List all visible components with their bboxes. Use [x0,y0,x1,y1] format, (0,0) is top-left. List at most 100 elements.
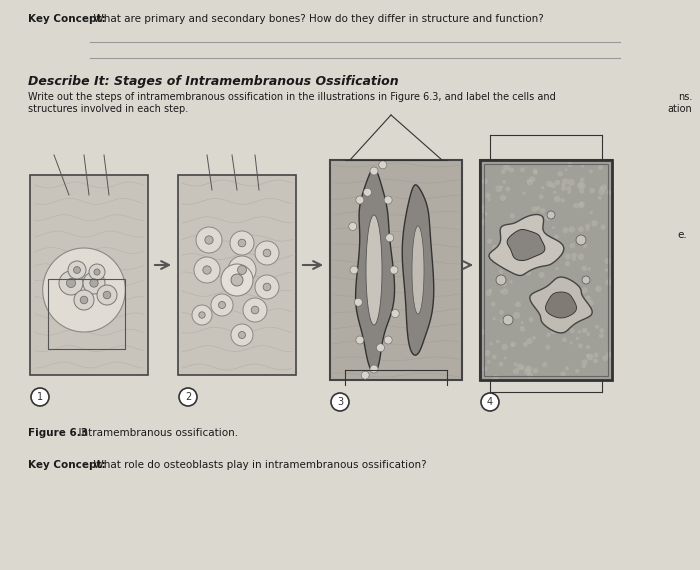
Circle shape [521,321,524,324]
Bar [178,175,296,375]
Circle shape [578,254,584,260]
Circle shape [531,225,536,230]
Text: 2: 2 [185,392,191,402]
Circle shape [573,203,579,209]
Circle shape [68,261,86,279]
Circle shape [561,183,565,186]
Circle shape [540,208,545,213]
Circle shape [586,354,589,357]
Circle shape [538,194,544,199]
Circle shape [237,266,246,275]
Circle shape [568,226,575,233]
Circle shape [540,218,545,222]
Circle shape [533,170,538,175]
Circle shape [492,355,497,359]
Circle shape [587,300,594,306]
Circle shape [564,168,568,172]
Circle shape [536,206,540,211]
Circle shape [501,282,507,287]
Circle shape [554,196,561,202]
Circle shape [552,226,555,229]
Circle shape [541,186,545,189]
Circle shape [570,243,575,249]
Circle shape [356,336,364,344]
Circle shape [489,342,493,345]
Circle shape [356,196,364,204]
Circle shape [586,227,589,231]
Circle shape [595,325,599,329]
Circle shape [74,267,80,274]
Circle shape [582,314,588,320]
Circle shape [218,302,225,308]
Circle shape [524,368,531,375]
Circle shape [547,290,553,296]
Circle shape [370,365,378,373]
Circle shape [589,211,593,214]
Bar [480,160,612,380]
Circle shape [553,190,556,194]
Circle shape [94,269,100,275]
Circle shape [575,369,580,373]
Circle shape [586,345,590,349]
Circle shape [598,188,606,195]
Circle shape [527,228,531,232]
Circle shape [66,278,76,287]
Circle shape [231,274,243,286]
Circle shape [531,206,537,211]
Circle shape [558,297,563,302]
Circle shape [493,375,498,381]
Circle shape [546,181,552,187]
Text: Describe It: Stages of Intramembranous Ossification: Describe It: Stages of Intramembranous O… [28,75,398,88]
Circle shape [545,214,552,221]
Circle shape [482,210,486,213]
Circle shape [533,300,540,306]
Circle shape [550,253,555,258]
Circle shape [515,302,521,307]
Circle shape [489,288,492,292]
Text: Key Concept:: Key Concept: [28,460,106,470]
Circle shape [529,298,533,302]
Circle shape [203,266,211,274]
Circle shape [569,286,573,290]
Circle shape [491,302,496,307]
Circle shape [509,168,514,173]
Circle shape [505,186,510,192]
Polygon shape [412,226,424,314]
Circle shape [555,307,560,311]
Circle shape [529,176,536,182]
Circle shape [555,180,560,185]
Circle shape [90,279,98,287]
Ellipse shape [43,248,125,332]
Circle shape [97,285,117,305]
Circle shape [221,264,253,296]
Text: Intramembranous ossification.: Intramembranous ossification. [72,428,238,438]
Circle shape [554,234,559,239]
Circle shape [574,295,580,302]
Circle shape [521,366,525,370]
Circle shape [59,271,83,295]
Circle shape [350,266,358,274]
Circle shape [561,371,566,377]
Circle shape [595,286,601,292]
Circle shape [570,341,573,345]
Circle shape [572,257,576,261]
Polygon shape [507,230,545,260]
Circle shape [482,178,488,185]
Circle shape [480,329,486,335]
Circle shape [562,227,568,233]
Circle shape [503,164,510,171]
Circle shape [331,393,349,411]
Circle shape [516,233,520,236]
Circle shape [582,328,587,333]
Circle shape [592,220,598,226]
Circle shape [505,225,510,231]
Circle shape [562,304,568,310]
Circle shape [498,362,503,367]
Circle shape [386,234,393,242]
Circle shape [585,295,591,302]
Circle shape [587,267,591,271]
Circle shape [384,336,392,344]
Circle shape [502,288,508,295]
Circle shape [561,198,565,202]
Circle shape [361,371,369,379]
